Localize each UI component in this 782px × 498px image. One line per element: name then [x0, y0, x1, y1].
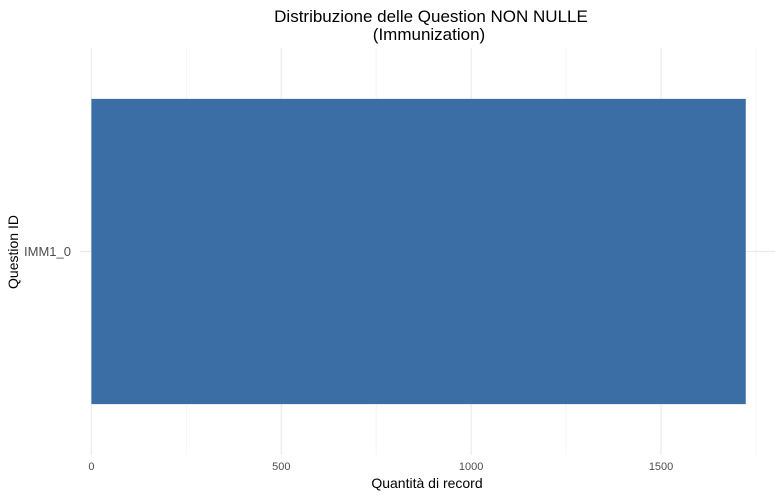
x-tick-label-0: 0 [88, 461, 94, 473]
x-tick-label-2: 1000 [459, 461, 483, 473]
bar-IMM1_0 [91, 98, 746, 405]
y-tick-label-0: IMM1_0 [24, 244, 71, 259]
y-axis-title: Question ID [5, 215, 21, 289]
x-axis-title: Quantità di record [371, 475, 482, 491]
chart-subtitle: (Immunization) [373, 25, 485, 44]
label-layer: 0 500 1000 1500 IMM1_0 [24, 244, 673, 473]
bar-layer [91, 98, 746, 405]
chart-title: Distribuzione delle Question NON NULLE [274, 7, 588, 26]
x-tick-label-1: 500 [272, 461, 290, 473]
x-tick-label-3: 1500 [649, 461, 673, 473]
